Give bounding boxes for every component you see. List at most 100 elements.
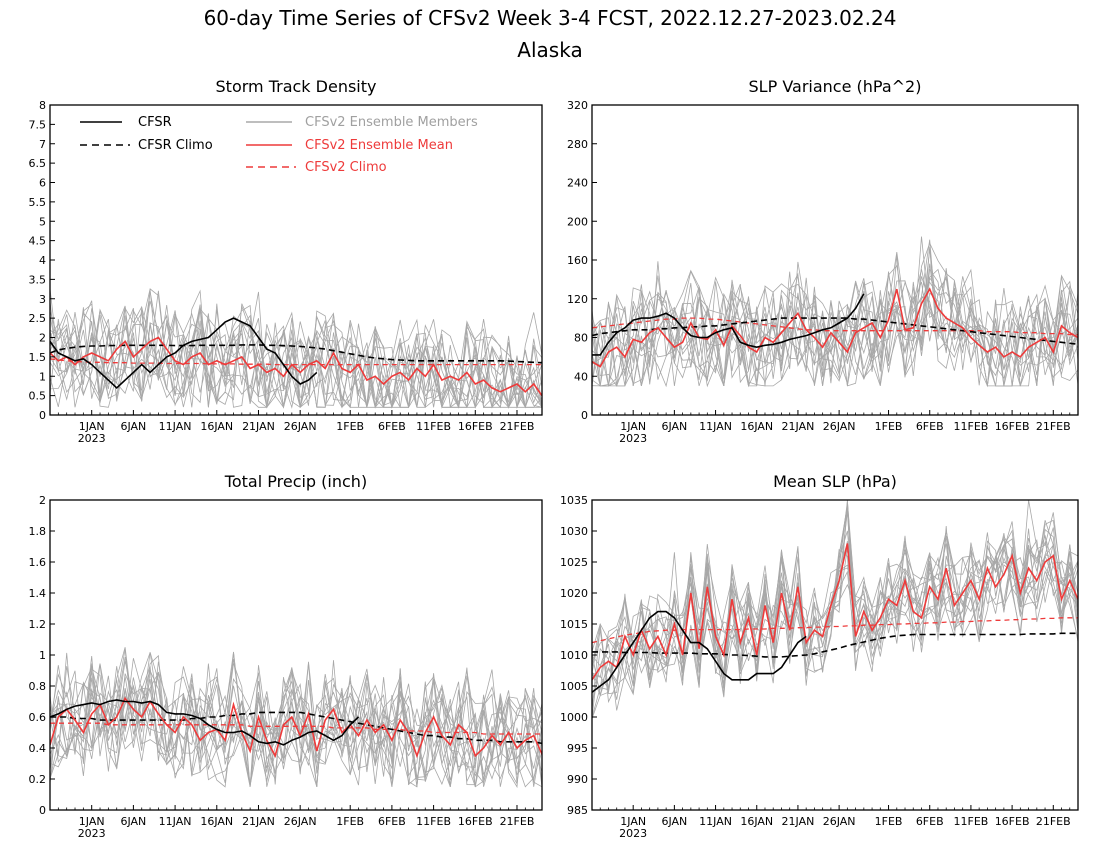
y-tick-label: 2.5 [29, 312, 47, 325]
y-tick-label: 0 [581, 409, 588, 422]
x-tick-label: 16JAN [740, 815, 773, 828]
ensemble-member-line [50, 671, 542, 787]
x-tick-label: 26JAN [823, 420, 856, 433]
y-tick-label: 120 [567, 293, 588, 306]
ensemble-member-line [592, 501, 1078, 705]
x-tick-label: 21FEB [500, 420, 535, 433]
x-tick-label: 11FEB [954, 420, 989, 433]
ensemble-member-line [592, 252, 1078, 388]
y-tick-label: 5.5 [29, 196, 47, 209]
y-tick-label: 0.4 [29, 742, 47, 755]
panel-title: Total Precip (inch) [224, 472, 367, 491]
x-year-label: 2023 [78, 432, 106, 445]
y-tick-label: 1010 [560, 649, 588, 662]
cfsr-climo-line [50, 344, 542, 364]
panel-3: Total Precip (inch) 0 0.2 0.4 0.6 0.8 1 1.2 1.4 1… [29, 472, 543, 840]
x-tick-label: 1JAN [620, 420, 646, 433]
x-tick-label: 16JAN [740, 420, 773, 433]
ensemble-mean-line [50, 696, 542, 759]
ensemble-member-line [592, 248, 1078, 388]
x-tick-label: 1JAN [79, 815, 105, 828]
panel-title: Mean SLP (hPa) [773, 472, 897, 491]
y-tick-label: 0 [39, 804, 46, 817]
y-tick-label: 8 [39, 99, 46, 112]
y-tick-label: 0.6 [29, 711, 47, 724]
x-tick-label: 1FEB [875, 815, 903, 828]
y-tick-label: 985 [567, 804, 588, 817]
x-tick-label: 6JAN [661, 420, 687, 433]
ensemble-mean-line [50, 336, 542, 397]
y-tick-label: 1000 [560, 711, 588, 724]
x-tick-label: 11JAN [159, 815, 192, 828]
x-tick-label: 1JAN [79, 420, 105, 433]
x-tick-label: 6FEB [916, 815, 944, 828]
y-tick-label: 0.8 [29, 680, 47, 693]
y-tick-label: 0.5 [29, 390, 47, 403]
panel-1: Storm Track Density 0 0.5 1 1.5 2 2.5 3 3.5 4 4.5 5… [29, 77, 543, 445]
x-year-label: 2023 [78, 827, 106, 840]
x-tick-label: 16JAN [200, 815, 233, 828]
y-tick-label: 80 [574, 332, 588, 345]
y-tick-label: 6.5 [29, 157, 47, 170]
y-tick-label: 6 [39, 177, 46, 190]
x-tick-label: 1JAN [620, 815, 646, 828]
x-tick-label: 1FEB [336, 420, 364, 433]
ensemble-mean-line [592, 543, 1078, 681]
x-tick-label: 11FEB [954, 815, 989, 828]
figure-subtitle: Alaska [517, 38, 582, 62]
x-tick-label: 6FEB [916, 420, 944, 433]
ensemble-member-line [592, 276, 1078, 388]
plot-area [592, 236, 1078, 388]
ensemble-member-line [50, 307, 542, 409]
y-tick-label: 280 [567, 138, 588, 151]
plot-area [50, 647, 542, 789]
x-tick-label: 1FEB [336, 815, 364, 828]
x-tick-label: 6FEB [378, 815, 406, 828]
ensemble-member-line [50, 652, 542, 786]
x-tick-label: 26JAN [284, 815, 317, 828]
figure-title: 60-day Time Series of CFSv2 Week 3-4 FCS… [204, 6, 897, 30]
ensemble-member-line [50, 667, 542, 787]
y-tick-label: 2 [39, 494, 46, 507]
y-tick-label: 240 [567, 177, 588, 190]
x-tick-label: 6JAN [120, 815, 146, 828]
y-tick-label: 1.8 [29, 525, 47, 538]
panel-4: Mean SLP (hPa) 985 990 995 1000 1005 1010 1015 1… [560, 472, 1079, 840]
y-tick-label: 1005 [560, 680, 588, 693]
y-tick-label: 1.2 [29, 618, 47, 631]
x-year-label: 2023 [619, 827, 647, 840]
cfsr-line [50, 699, 360, 746]
ensemble-member-line [50, 304, 542, 408]
ensemble-member-line [592, 268, 1078, 387]
x-tick-label: 21JAN [242, 420, 275, 433]
legend-cfsr-climo-label: CFSR Climo [138, 138, 213, 153]
cfsr-line [50, 317, 318, 389]
x-tick-label: 16FEB [995, 420, 1030, 433]
cfsr-climo-line [592, 632, 1078, 658]
legend-ens-mean-label: CFSv2 Ensemble Mean [305, 138, 453, 153]
y-tick-label: 4.5 [29, 235, 47, 248]
y-tick-label: 3.5 [29, 273, 47, 286]
plot-area [592, 500, 1078, 719]
x-tick-label: 21FEB [500, 815, 535, 828]
y-tick-label: 1025 [560, 556, 588, 569]
y-tick-label: 7.5 [29, 118, 47, 131]
ensemble-member-line [50, 289, 542, 409]
y-tick-label: 2 [39, 332, 46, 345]
x-tick-label: 21FEB [1036, 420, 1071, 433]
x-tick-label: 6JAN [661, 815, 687, 828]
ensemble-member-line [592, 500, 1078, 693]
x-tick-label: 6JAN [120, 420, 146, 433]
ensemble-member-line [592, 280, 1078, 387]
x-tick-label: 11FEB [416, 420, 451, 433]
y-tick-label: 1015 [560, 618, 588, 631]
ensemble-member-line [592, 263, 1078, 387]
y-tick-label: 1030 [560, 525, 588, 538]
cfsr-line [592, 293, 865, 356]
x-tick-label: 16FEB [458, 815, 493, 828]
y-tick-label: 7 [39, 138, 46, 151]
y-tick-label: 200 [567, 215, 588, 228]
x-tick-label: 11JAN [699, 420, 732, 433]
panel-2: SLP Variance (hPa^2) 0 40 80 120 160 200 240 280… [567, 77, 1079, 445]
